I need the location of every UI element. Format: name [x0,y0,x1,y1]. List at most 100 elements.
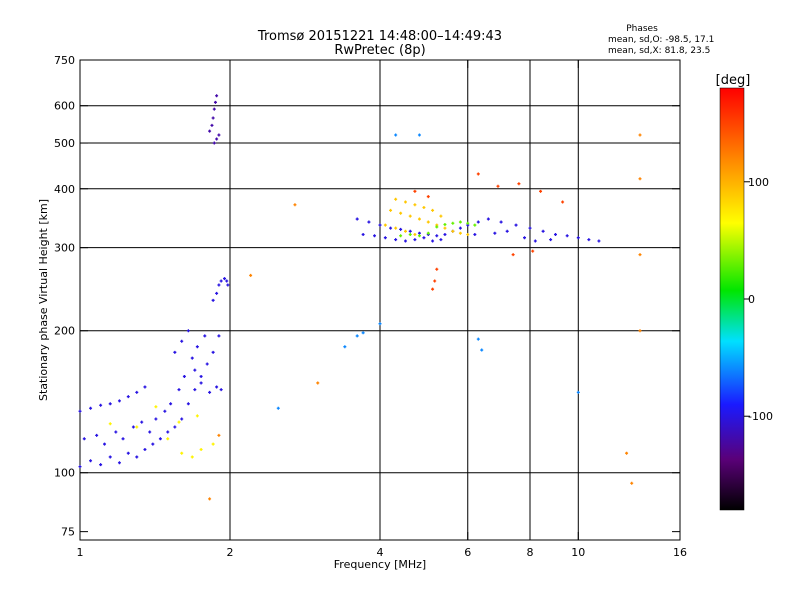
data-point [99,463,103,467]
x-tick-label: 4 [377,546,384,559]
x-tick-label: 2 [227,546,234,559]
data-point [480,348,484,352]
data-point [208,390,212,394]
data-point [638,133,642,137]
data-point [186,402,190,406]
data-point [399,227,403,231]
data-point [148,430,152,434]
colorbar-tick-label: 0 [748,293,755,306]
y-tick-label: 100 [54,467,75,480]
data-point [394,197,398,201]
data-point [394,133,398,137]
data-point [217,433,221,437]
data-point [576,236,580,240]
chart-title-line2: RwPretec (8p) [334,43,425,58]
data-point [78,409,82,413]
data-point [166,430,170,434]
data-point [431,208,435,212]
data-point [169,402,173,406]
data-point [514,223,518,227]
data-point [473,232,477,236]
data-point [135,390,139,394]
data-point [89,459,93,463]
data-point [177,388,181,392]
data-point [99,403,103,407]
data-point [217,283,221,287]
data-point [215,94,219,98]
data-point [422,236,426,240]
data-point [565,234,569,238]
data-point [276,406,280,410]
data-point [486,217,490,221]
colorbar-ticks: -100 0 100 [744,176,773,423]
data-point [195,414,199,418]
data-point [212,107,216,111]
data-point [399,234,403,238]
data-point [630,481,634,485]
data-point [173,425,177,429]
data-point [523,236,527,240]
data-point [638,253,642,257]
gridlines [80,60,680,540]
data-point [154,417,158,421]
data-point [211,442,215,446]
data-point [511,253,515,257]
data-point [476,337,480,341]
data-point [78,465,82,469]
data-point [151,442,155,446]
data-point [394,226,398,230]
data-point [383,236,387,240]
data-point [426,231,430,235]
data-point [190,455,194,459]
data-point [121,437,125,441]
data-point [426,195,430,199]
data-point [417,231,421,235]
data-point [215,137,219,141]
y-tick-label: 500 [54,137,75,150]
data-point [493,231,497,235]
data-point [95,433,99,437]
data-point [212,141,216,145]
y-tick-label: 600 [54,100,75,113]
data-point [177,420,181,424]
x-tick-label: 10 [571,546,585,559]
data-point [225,279,229,283]
data-point [89,406,93,410]
colorbar-tick-label: -100 [748,410,773,423]
data-point [205,362,209,366]
data-point [199,374,203,378]
data-point [553,232,557,236]
data-point [211,116,215,120]
data-point [215,385,219,389]
data-point [158,437,162,441]
data-point [108,402,112,406]
data-point [549,238,553,242]
data-point [117,461,121,465]
data-point [199,381,203,385]
data-point [215,291,219,295]
data-point [208,497,212,501]
data-point [417,217,421,221]
data-point [394,238,398,242]
x-tick-label: 16 [673,546,687,559]
data-point [435,267,439,271]
data-point [408,214,412,218]
data-point [223,277,227,281]
data-point [458,220,462,224]
data-point [367,220,371,224]
data-point [435,234,439,238]
data-point [163,409,167,413]
data-point [154,405,158,409]
data-point [433,279,437,283]
data-point [431,239,435,243]
data-point [361,331,365,335]
data-point [533,239,537,243]
colorbar [719,87,745,511]
data-point [403,200,407,204]
data-point [190,356,194,360]
data-point [114,430,118,434]
y-tick-label: 300 [54,242,75,255]
data-point [638,177,642,181]
data-point [293,203,297,207]
phases-heading: Phases [626,24,658,34]
